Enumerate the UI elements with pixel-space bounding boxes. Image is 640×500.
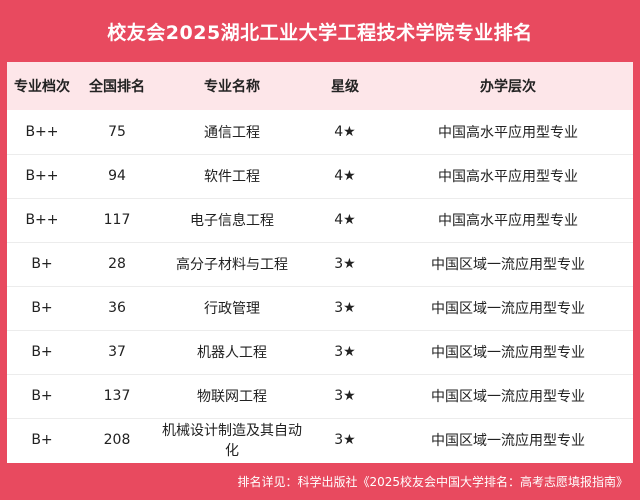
cell-rank: 75 [108, 123, 126, 140]
table-row: B+ 37 机器人工程 3★ 中国区域一流应用型专业 [7, 329, 633, 374]
cell-level: 中国区域一流应用型专业 [383, 329, 633, 374]
table-row: B+ 36 行政管理 3★ 中国区域一流应用型专业 [7, 285, 633, 330]
cell-stars: 3★ [307, 241, 383, 286]
cell-level: 中国区域一流应用型专业 [383, 417, 633, 462]
cell-major: 通信工程 [204, 124, 260, 141]
cell-grade: B+ [7, 329, 77, 374]
cell-major: 高分子材料与工程 [157, 241, 307, 286]
cell-level: 中国高水平应用型专业 [383, 197, 633, 242]
cell-rank: 117 [77, 197, 157, 242]
table-row: B+ 137 物联网工程 3★ 中国区域一流应用型专业 [7, 373, 633, 418]
cell-level: 中国高水平应用型专业 [383, 153, 633, 198]
cell-stars: 4★ [307, 153, 383, 198]
cell-grade: B++ [7, 153, 77, 198]
cell-major: 行政管理 [157, 285, 307, 330]
cell-stars: 3★ [307, 417, 383, 462]
ranking-table: 专业档次 全国排名 专业名称 星级 办学层次 B++ 75 通信工程 4★ 中国… [7, 62, 633, 462]
cell-grade: B++ [7, 197, 77, 242]
cell-rank: 28 [77, 241, 157, 286]
cell-rank: 137 [77, 373, 157, 418]
cell-rank: 37 [77, 329, 157, 374]
cell-level: 中国区域一流应用型专业 [383, 373, 633, 418]
cell-grade: B++ [25, 123, 59, 140]
cell-stars: 3★ [307, 373, 383, 418]
cell-grade: B+ [7, 285, 77, 330]
source-note: 排名详见：科学出版社《2025校友会中国大学排名：高考志愿填报指南》 [237, 475, 628, 489]
table-header-row: 专业档次 全国排名 专业名称 星级 办学层次 [7, 62, 633, 110]
cell-rank: 208 [77, 417, 157, 462]
header-national-rank: 全国排名 [77, 62, 157, 110]
cell-grade: B+ [7, 417, 77, 462]
cell-stars: 4★ [307, 197, 383, 242]
table-row: B+ 28 高分子材料与工程 3★ 中国区域一流应用型专业 [7, 241, 633, 286]
cell-level: 中国区域一流应用型专业 [383, 241, 633, 286]
cell-stars: 3★ [307, 329, 383, 374]
header-level: 办学层次 [383, 62, 633, 110]
cell-stars: 3★ [307, 285, 383, 330]
cell-major: 电子信息工程 [157, 197, 307, 242]
cell-grade: B+ [7, 373, 77, 418]
cell-major: 机械设计制造及其自动化 [157, 417, 307, 462]
cell-rank: 94 [77, 153, 157, 198]
cell-level: 中国高水平应用型专业 [438, 124, 578, 141]
cell-stars: 4★ [334, 123, 356, 140]
header-major-name: 专业名称 [157, 62, 307, 110]
cell-major: 软件工程 [157, 153, 307, 198]
ranking-sheet: 专业档次 全国排名 专业名称 星级 办学层次 B++ 75 通信工程 4★ 中国… [7, 62, 633, 463]
cell-grade: B+ [7, 241, 77, 286]
cell-major: 机器人工程 [157, 329, 307, 374]
cell-major: 物联网工程 [157, 373, 307, 418]
header-star-level: 星级 [307, 62, 383, 110]
table-row: B++ 117 电子信息工程 4★ 中国高水平应用型专业 [7, 197, 633, 242]
table-row: B++ 94 软件工程 4★ 中国高水平应用型专业 [7, 153, 633, 198]
cell-level: 中国区域一流应用型专业 [383, 285, 633, 330]
table-row: B++ 75 通信工程 4★ 中国高水平应用型专业 [7, 110, 633, 154]
header-grade: 专业档次 [7, 62, 77, 110]
table-row: B+ 208 机械设计制造及其自动化 3★ 中国区域一流应用型专业 [7, 417, 633, 462]
page-title: 校友会2025湖北工业大学工程技术学院专业排名 [107, 21, 533, 44]
cell-rank: 36 [77, 285, 157, 330]
